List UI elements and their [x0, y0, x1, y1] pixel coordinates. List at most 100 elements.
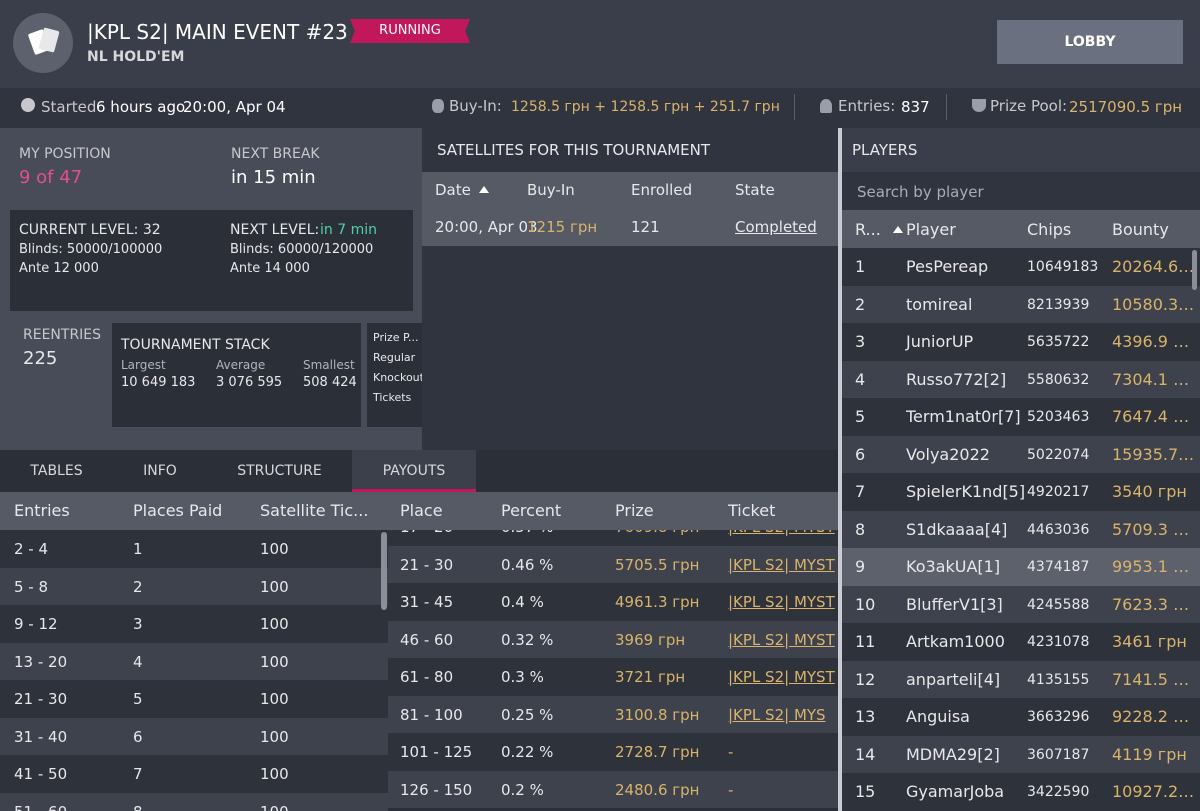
column-header: Prize — [615, 501, 654, 520]
search-box — [842, 172, 1200, 210]
clock-icon — [21, 98, 35, 112]
entries-row — [0, 717, 388, 755]
tab[interactable]: STRUCTURE — [237, 463, 322, 479]
cell: 10 — [855, 594, 876, 614]
entries-body: 2 - 4 1 100 5 - 8 2 100 9 - 12 3 100 13 - 20 4 100 2… — [0, 530, 388, 811]
payouts-row — [388, 583, 838, 621]
players-divider — [838, 128, 842, 811]
cell: 9 — [855, 557, 866, 576]
stack-label: Largest — [121, 358, 166, 372]
column-header: Bounty — [1112, 220, 1169, 239]
player-row — [842, 510, 1200, 548]
payouts-body: 17 - 20 0.57 % 7609.8 грн |KPL S2| MYST 21 -… — [388, 530, 838, 811]
cell: - — [728, 743, 734, 761]
cell: 13 - 20 — [14, 652, 68, 671]
cell: 3422590 — [1027, 784, 1090, 800]
cell: 61 - 80 — [400, 668, 454, 686]
cell: PesPereap — [906, 257, 989, 276]
cell: 9 - 12 — [14, 615, 58, 633]
cell: 2480.6 грн — [615, 780, 700, 799]
cell: Russo772[2] — [906, 369, 1007, 389]
column-header: Buy-In — [527, 181, 575, 199]
next-level-label: NEXT LEVEL: — [230, 222, 320, 238]
tab[interactable]: TABLES — [30, 463, 83, 479]
cell[interactable]: |KPL S2| MYST — [728, 530, 838, 537]
cell[interactable]: |KPL S2| MYST — [728, 593, 835, 611]
cell: 4374187 — [1027, 559, 1090, 575]
player-row — [842, 323, 1200, 361]
started-ago: 6 hours ago — [96, 98, 186, 116]
cell: 4135155 — [1027, 671, 1090, 688]
cell: GyamarJoba — [906, 782, 1005, 801]
person-icon — [820, 99, 832, 113]
cell: 10580.3 грн — [1112, 294, 1196, 314]
player-row — [842, 435, 1200, 473]
cell: 7 — [855, 482, 866, 501]
cell: 0.46 % — [501, 555, 554, 574]
cell: anparteli[4] — [906, 669, 1001, 689]
cell: 3100.8 грн — [615, 705, 700, 724]
player-row — [842, 623, 1200, 661]
cell: 46 - 60 — [400, 630, 454, 649]
next-break-label: NEXT BREAK — [231, 146, 320, 162]
started-label: Started — [41, 98, 97, 116]
entries-row — [0, 680, 388, 718]
coins-icon — [432, 99, 444, 113]
cell: 20:00, Apr 03 — [435, 218, 538, 236]
cell[interactable]: |KPL S2| MYST — [728, 630, 835, 649]
cell: 51 - 60 — [14, 802, 67, 811]
column-header: Entries — [14, 501, 70, 520]
info-bar — [0, 88, 1200, 128]
lobby-button[interactable]: LOBBY — [997, 20, 1183, 64]
stack-title: TOURNAMENT STACK — [121, 337, 270, 353]
cell: 3540 грн — [1112, 482, 1187, 501]
player-row — [842, 248, 1200, 286]
player-row — [842, 398, 1200, 436]
payouts-row — [388, 530, 838, 546]
player-row — [842, 548, 1200, 586]
cell: 0.22 % — [501, 743, 554, 761]
cell: 31 - 45 — [400, 593, 454, 611]
tab[interactable]: INFO — [143, 463, 177, 479]
payouts-row — [388, 545, 838, 583]
player-row — [842, 585, 1200, 623]
cell: 4245588 — [1027, 596, 1090, 613]
cell[interactable]: Completed — [735, 218, 817, 236]
cell[interactable]: |KPL S2| MYS — [728, 705, 826, 724]
cell: 4 — [855, 369, 866, 389]
player-row — [842, 735, 1200, 773]
cell: 0.32 % — [501, 630, 554, 649]
next-level-box — [192, 210, 413, 311]
cell: 7141.5 грн — [1112, 669, 1196, 689]
cell: 100 — [260, 577, 289, 596]
sort-arrow — [479, 186, 489, 193]
cell[interactable]: |KPL S2| MYST — [728, 668, 835, 686]
cell: 10649183 — [1027, 259, 1099, 275]
cell: 5580632 — [1027, 371, 1090, 388]
cell[interactable]: |KPL S2| MYST — [728, 555, 835, 574]
prize-pool-label: Prize Pool: — [990, 97, 1068, 115]
cell: 4119 грн — [1112, 744, 1187, 764]
cell: 4231078 — [1027, 634, 1090, 650]
current-blinds: Blinds: 50000/100000 — [19, 242, 163, 257]
cell: SpielerK1nd[5] — [906, 482, 1026, 501]
entries-label: Entries: — [838, 97, 896, 115]
satellite-row — [422, 209, 838, 246]
search-placeholder[interactable]: Search by player — [857, 183, 984, 201]
cell: 100 — [260, 727, 289, 746]
prize-type: Knockout — [373, 371, 422, 384]
payouts-row — [388, 658, 838, 696]
cell: 5709.3 грн — [1112, 519, 1196, 539]
cell: 4920217 — [1027, 484, 1090, 500]
cell: 3721 грн — [615, 668, 686, 686]
stack-box — [112, 323, 361, 427]
payouts-row — [388, 770, 838, 808]
cell: 2728.7 грн — [615, 743, 700, 761]
cell: 0.3 % — [501, 668, 544, 686]
cell: 5 — [855, 407, 866, 426]
tab[interactable]: PAYOUTS — [352, 450, 476, 492]
cell: Volya2022 — [906, 444, 990, 464]
entries-row — [0, 642, 388, 680]
table-header — [388, 492, 838, 530]
